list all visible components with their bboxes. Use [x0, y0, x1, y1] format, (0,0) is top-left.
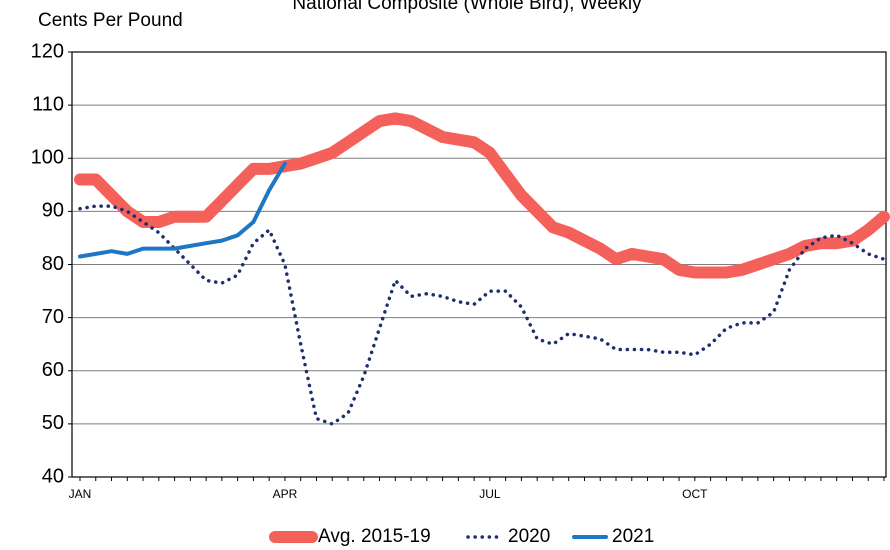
series-line	[78, 161, 287, 259]
x-tick-label: OCT	[682, 487, 708, 501]
legend: Avg. 2015-19 2020 2021	[269, 526, 654, 547]
x-tick-label: APR	[273, 487, 298, 501]
y-tick-label: 90	[42, 200, 64, 222]
y-tick-label: 60	[42, 359, 64, 381]
legend-label: 2021	[612, 526, 654, 547]
legend-label: 2020	[508, 526, 550, 547]
x-tick-label: JAN	[69, 487, 92, 501]
legend-label: Avg. 2015-19	[318, 526, 431, 547]
y-tick-label: 50	[42, 412, 64, 434]
y-tick-label: 70	[42, 306, 64, 328]
y-tick-label: 120	[31, 40, 64, 62]
chart-title: National Composite (Whole Bird), Weekly	[292, 0, 642, 14]
y-tick-label: 80	[42, 253, 64, 275]
series-line	[74, 112, 890, 279]
y-tick-label: 100	[31, 147, 64, 169]
x-tick-label: JUL	[479, 487, 501, 501]
y-axis-label: Cents Per Pound	[38, 10, 183, 31]
y-tick-label: 40	[42, 465, 64, 487]
y-tick-label: 110	[32, 93, 64, 115]
plot-border	[71, 51, 887, 478]
series-line	[78, 204, 886, 426]
